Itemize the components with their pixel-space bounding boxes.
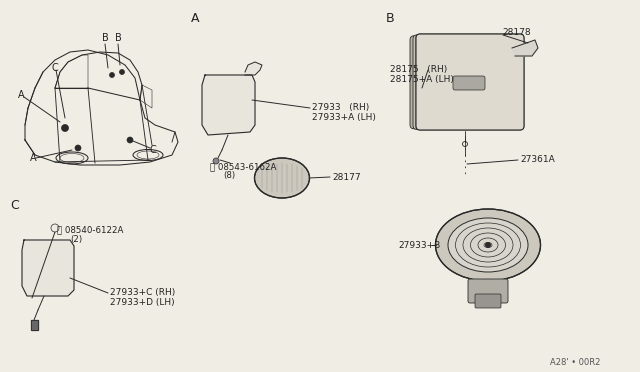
FancyBboxPatch shape [475,294,501,308]
Circle shape [205,125,211,131]
Text: C: C [150,145,157,155]
Circle shape [205,77,211,83]
Polygon shape [202,75,255,135]
Text: A28' • 00R2: A28' • 00R2 [550,358,600,367]
Circle shape [213,158,219,164]
Circle shape [246,125,250,131]
Ellipse shape [28,248,68,288]
Circle shape [246,77,250,83]
Circle shape [109,73,115,77]
FancyBboxPatch shape [453,76,485,90]
Text: Ⓢ 08543-6162A: Ⓢ 08543-6162A [210,162,276,171]
FancyBboxPatch shape [416,34,524,130]
Text: A: A [30,153,36,163]
Text: C: C [10,199,19,212]
Text: 27933+D (LH): 27933+D (LH) [110,298,175,307]
Polygon shape [245,62,262,75]
Circle shape [127,137,133,143]
Text: 28178: 28178 [502,28,531,37]
Text: B: B [386,12,394,25]
Text: B: B [102,33,108,43]
Text: 27361A: 27361A [520,155,555,164]
Ellipse shape [435,209,541,281]
Text: (2): (2) [70,235,82,244]
Circle shape [61,125,68,131]
Polygon shape [31,320,38,330]
Ellipse shape [206,83,250,127]
Polygon shape [512,40,538,56]
Text: 27933+A (LH): 27933+A (LH) [312,113,376,122]
Text: 28175   (RH): 28175 (RH) [390,65,447,74]
Circle shape [45,266,51,270]
FancyBboxPatch shape [468,279,508,303]
Text: 28177: 28177 [332,173,360,182]
Ellipse shape [448,218,528,272]
FancyBboxPatch shape [410,36,521,129]
Text: 28175+A (LH): 28175+A (LH) [390,75,454,84]
Circle shape [120,70,125,74]
FancyBboxPatch shape [413,35,522,129]
Text: Ⓢ 08540-6122A: Ⓢ 08540-6122A [57,225,124,234]
Text: 27933   (RH): 27933 (RH) [312,103,369,112]
Circle shape [225,102,231,108]
Text: B: B [115,33,122,43]
Ellipse shape [255,158,310,198]
Circle shape [75,145,81,151]
FancyBboxPatch shape [416,34,524,130]
Circle shape [485,242,491,248]
Text: (8): (8) [223,171,235,180]
Text: 27933+B: 27933+B [398,241,440,250]
Polygon shape [22,240,74,296]
Text: C: C [52,63,59,73]
Text: A: A [18,90,24,100]
Text: A: A [191,12,199,25]
Text: 27933+C (RH): 27933+C (RH) [110,288,175,297]
